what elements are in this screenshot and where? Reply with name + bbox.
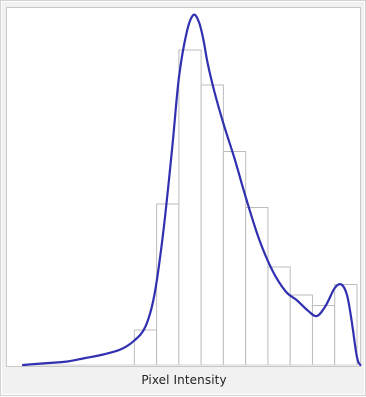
histogram-bar-14 [334, 284, 358, 366]
density-curve [21, 13, 362, 367]
histogram-bar-8 [200, 84, 224, 366]
histogram-bar-6 [156, 203, 180, 366]
histogram-bar-5 [133, 329, 158, 366]
histogram-bar-13 [311, 305, 336, 366]
histogram-bar-7 [178, 49, 202, 366]
x-axis-label: Pixel Intensity [141, 373, 227, 387]
